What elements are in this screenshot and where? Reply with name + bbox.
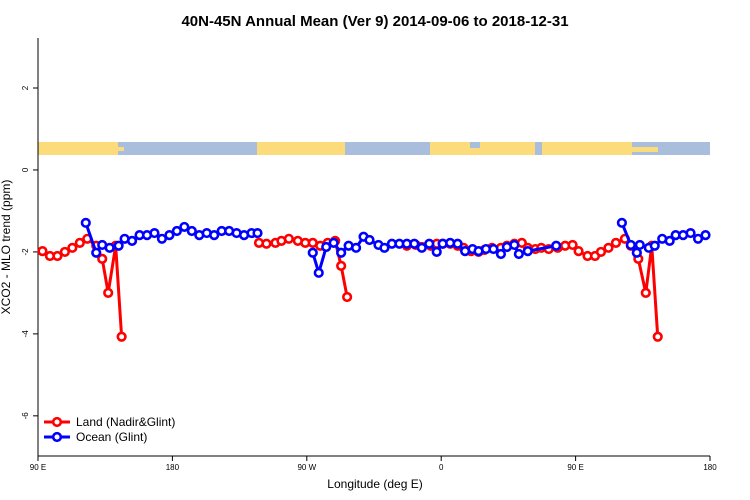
series-point [59, 246, 70, 258]
legend-label: Ocean (Glint) [76, 430, 147, 444]
series-point [74, 237, 85, 249]
series-point [67, 242, 78, 253]
series-point [104, 242, 115, 253]
series-point [171, 225, 182, 237]
series-point [209, 230, 220, 241]
series-point [52, 250, 63, 262]
y-tick-label: -4 [21, 330, 30, 338]
land-ocean-strip [38, 142, 710, 155]
series-point [431, 246, 442, 258]
series-point [634, 239, 645, 251]
series-point [509, 239, 520, 251]
series-point [336, 260, 347, 271]
series-point [513, 248, 524, 260]
series-point [126, 235, 138, 246]
series-point [409, 238, 420, 249]
series-point [149, 227, 160, 239]
series-point [97, 253, 108, 264]
series-point [424, 238, 435, 249]
series-point [321, 241, 332, 253]
series-point [91, 247, 102, 258]
x-tick-label: 90 E [567, 463, 583, 472]
legend-marker [51, 431, 63, 443]
series-point [452, 238, 463, 249]
series-point [522, 245, 533, 257]
legend-label: Land (Nadir&Glint) [76, 415, 175, 429]
x-tick-label: 90 E [30, 463, 46, 472]
series-point [342, 291, 353, 303]
series-point [416, 242, 427, 253]
y-tick-label: 2 [21, 85, 30, 90]
series-point [156, 233, 168, 244]
series-point [700, 230, 711, 241]
series-point [179, 221, 190, 233]
x-tick-label: 0 [439, 463, 444, 472]
series-point [103, 287, 114, 298]
series-point [495, 248, 507, 260]
series-point [283, 233, 294, 244]
series-point [252, 227, 263, 239]
series-point [116, 331, 127, 342]
series-point [186, 225, 197, 237]
x-tick-label: 90 W [297, 463, 316, 472]
y-tick-label: -6 [21, 412, 30, 420]
series-point [625, 239, 636, 251]
series-point [328, 237, 339, 249]
x-axis-label: Longitude (deg E) [327, 477, 422, 491]
series-point [37, 245, 48, 257]
series-point [649, 240, 660, 251]
series-point [379, 242, 390, 253]
series-point [631, 247, 642, 258]
series-point [350, 242, 362, 253]
chart-title: 40N-45N Annual Mean (Ver 9) 2014-09-06 t… [181, 13, 568, 30]
y-tick-label: 0 [21, 167, 30, 172]
series-point [567, 239, 578, 251]
series-point [307, 247, 318, 258]
series-point [261, 238, 272, 249]
series-point [488, 243, 499, 255]
series-point [652, 331, 663, 342]
series-point [616, 217, 627, 228]
series-point [610, 237, 622, 249]
series-point [692, 233, 704, 244]
y-axis-label: XCO2 - MLO trend (ppm) [0, 180, 13, 315]
series-point [113, 240, 124, 251]
series-line [41, 237, 660, 337]
series-point [685, 227, 696, 239]
series-point [640, 287, 651, 298]
series-point [313, 267, 324, 278]
x-tick-label: 180 [166, 463, 180, 472]
series-point [164, 230, 175, 241]
series-point [664, 235, 675, 246]
series-point [336, 247, 347, 258]
series-point [573, 245, 584, 257]
series-point [364, 234, 375, 246]
series-point [551, 240, 562, 251]
legend-marker [51, 416, 63, 428]
x-tick-label: 180 [703, 463, 717, 472]
series-point [603, 242, 614, 253]
y-tick-label: -2 [21, 248, 30, 256]
series-point [80, 217, 91, 228]
series-point [595, 246, 607, 258]
